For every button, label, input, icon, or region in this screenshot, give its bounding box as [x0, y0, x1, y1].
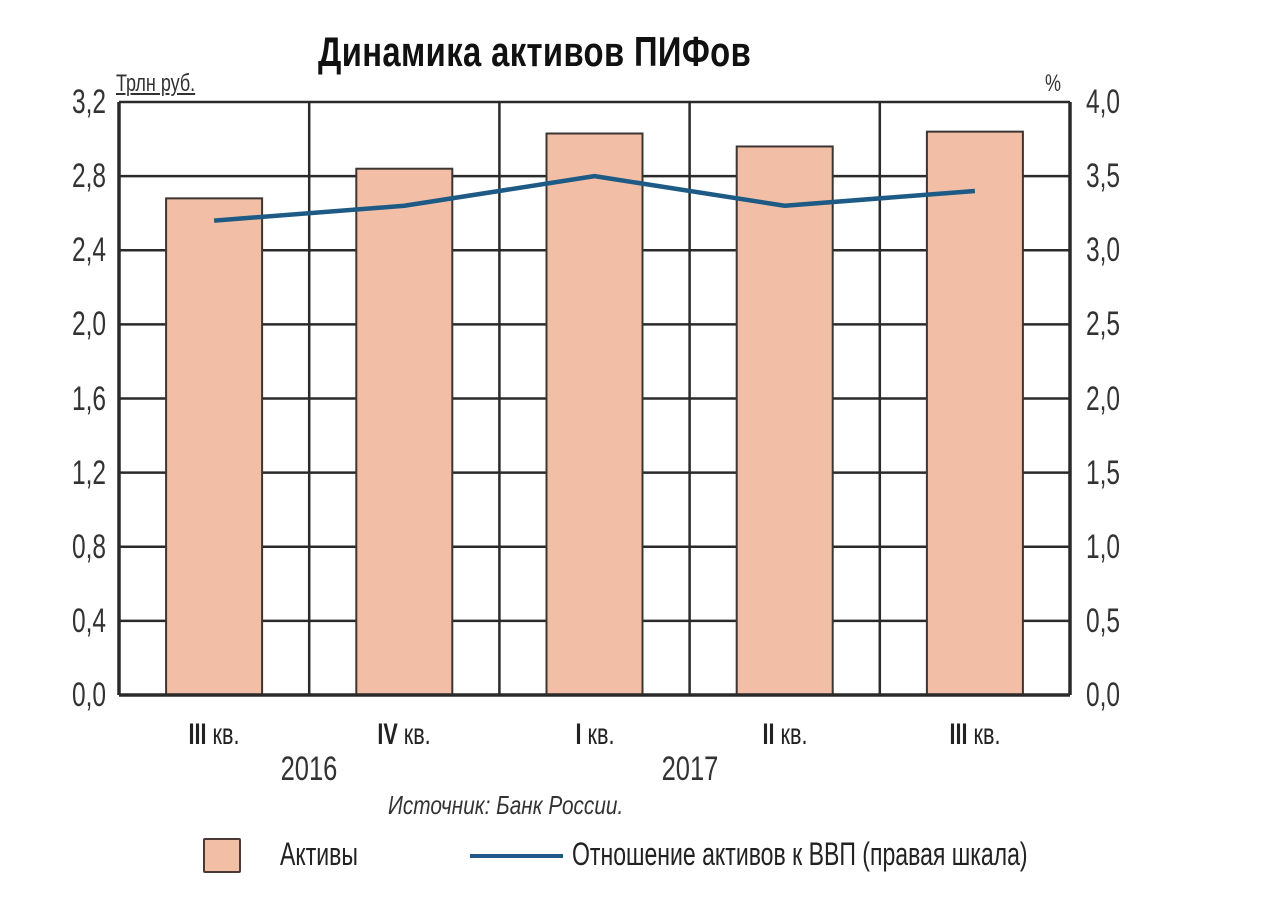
- x-tick-label: III кв.: [188, 718, 240, 751]
- left-axis-unit: Трлн руб.: [116, 70, 196, 97]
- bar-assets: [925, 130, 1024, 696]
- right-tick-label: 3,5: [1086, 157, 1121, 196]
- left-tick-label: 2,0: [71, 305, 106, 344]
- right-tick-label: 4,0: [1086, 83, 1121, 121]
- x-tick-label: II кв.: [762, 718, 808, 751]
- bar-assets: [355, 167, 454, 696]
- right-tick-label: 1,5: [1086, 453, 1121, 492]
- bar-assets: [165, 197, 264, 697]
- right-tick-label: 0,0: [1086, 676, 1121, 714]
- right-tick-label: 2,0: [1086, 379, 1121, 418]
- left-tick-label: 0,4: [71, 601, 106, 640]
- left-tick-label: 0,8: [71, 527, 106, 566]
- right-axis-unit: %: [1045, 70, 1062, 97]
- chart-title: Динамика активов ПИФов: [318, 28, 752, 75]
- left-tick-label: 0,0: [71, 676, 106, 714]
- legend-label-assets: Активы: [280, 836, 358, 872]
- x-tick-label: I кв.: [575, 718, 614, 751]
- right-tick-label: 0,5: [1086, 601, 1121, 640]
- line-ratio-to-gdp: [213, 173, 976, 223]
- legend-bar-swatch-icon: [203, 838, 241, 873]
- x-tick-label: III кв.: [949, 718, 1001, 751]
- left-tick-label: 1,6: [71, 379, 106, 418]
- left-tick-label: 2,8: [71, 157, 106, 196]
- left-tick-label: 1,2: [71, 453, 106, 492]
- left-tick-label: 3,2: [71, 83, 106, 121]
- left-tick-label: 2,4: [71, 231, 106, 270]
- legend-label-ratio: Отношение активов к ВВП (правая шкала): [572, 836, 1028, 872]
- right-tick-label: 1,0: [1086, 527, 1121, 566]
- legend-line-swatch-icon: [470, 854, 563, 858]
- bar-assets: [545, 132, 644, 697]
- year-label: 2016: [280, 750, 338, 788]
- right-tick-label: 2,5: [1086, 305, 1121, 344]
- bar-assets: [735, 145, 834, 697]
- x-tick-label: IV кв.: [377, 718, 431, 751]
- year-label: 2017: [661, 750, 718, 788]
- right-tick-label: 3,0: [1086, 231, 1121, 270]
- source-note: Источник: Банк России.: [388, 790, 624, 820]
